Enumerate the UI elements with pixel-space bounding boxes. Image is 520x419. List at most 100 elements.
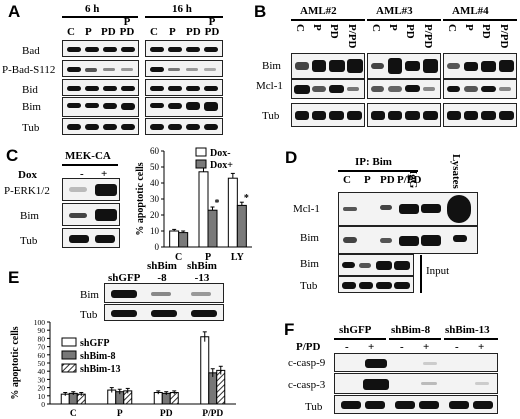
lane-label-a-ppd2: P PD <box>204 16 220 38</box>
c-bar <box>236 204 247 248</box>
blot-a-pbad-16h <box>145 60 223 77</box>
lane-label-b-2-0: C <box>446 24 458 32</box>
lane-label-e-shgfp: shGFP <box>108 272 141 284</box>
e-legend-swatch <box>61 350 77 360</box>
lane-label-a-c2: C <box>150 26 158 38</box>
lane-label-d-c: C <box>343 174 351 186</box>
panel-label-b: B <box>254 2 267 21</box>
state-f-2: + <box>368 341 375 353</box>
lane-label-d-pd: PD <box>380 174 395 186</box>
time-label-6h: 6 h <box>85 3 100 15</box>
e-ytick-label: 60 <box>38 351 46 360</box>
row-label-bim-d: Bim <box>300 232 319 244</box>
e-xtick-label: PD <box>160 409 173 418</box>
blot-b-bim-aml2 <box>291 53 365 79</box>
c-bar <box>178 232 189 248</box>
row-label-perk: P-ERK1/2 <box>4 185 50 197</box>
blot-b-mcl1-aml3 <box>367 79 441 99</box>
blot-d-bim-input <box>338 254 414 276</box>
lane-label-b-0-1: P <box>311 24 323 31</box>
c-xtick-label: P <box>205 252 211 263</box>
panel-label-f: F <box>284 320 295 339</box>
e-legend-swatch <box>61 363 77 373</box>
e-xtick-label: C <box>70 409 77 418</box>
c-legend-swatch <box>195 159 207 169</box>
lane-label-a-ppd1: P PD <box>119 16 135 38</box>
e-legend-swatch <box>61 337 77 347</box>
row-label-bim-a: Bim <box>22 101 41 113</box>
input-label: Input <box>426 265 450 277</box>
e-ytick-label: 80 <box>38 334 46 343</box>
lane-label-d-igg: IgG <box>407 170 419 189</box>
e-ytick-label: 30 <box>38 375 46 384</box>
c-bar <box>227 177 238 248</box>
lane-label-d-ppd: P/PD <box>397 174 422 186</box>
lane-label-d-lysates: Lysates <box>450 154 462 189</box>
group-divider-aml4 <box>443 19 517 21</box>
lane-label-a-p1: P <box>85 26 92 38</box>
mek-ca-divider <box>62 164 118 166</box>
chart-c: 0 10 20 30 40 50 60 % apoptotic cells C * P * LY Dox-… <box>135 146 252 263</box>
row-label-bim-c: Bim <box>20 210 39 222</box>
state-f-6: + <box>478 341 485 353</box>
c-ylabel: % apoptotic cells <box>135 162 146 235</box>
lane-label-b-2-2: PD <box>480 24 492 39</box>
group-label-f-shbim8: shBim-8 <box>391 324 431 336</box>
c-xtick-label: C <box>175 252 182 263</box>
lane-label-b-2-3: P/PD <box>498 24 510 49</box>
row-label-bim-e: Bim <box>80 289 99 301</box>
c-significance: * <box>215 198 220 209</box>
lane-label-a-c1: C <box>67 26 75 38</box>
lane-label-e-shbim13: shBim -13 <box>187 260 217 284</box>
e-legend-label: shGFP <box>80 338 109 349</box>
c-bar <box>198 171 209 248</box>
blot-f-ccasp3 <box>334 373 498 394</box>
group-label-f-shgfp: shGFP <box>339 324 372 336</box>
blot-b-tub-aml4 <box>443 103 517 127</box>
row-label-tub-d: Tub <box>300 280 318 292</box>
blot-a-bim-16h <box>145 97 223 117</box>
blot-a-bid-16h <box>145 79 223 96</box>
e-ytick-label: 100 <box>34 318 46 327</box>
group-divider-aml2 <box>291 19 365 21</box>
state-f-5: - <box>455 341 459 353</box>
lane-label-d-p: P <box>364 174 371 186</box>
treatment-label-ppd: P/PD <box>296 341 321 353</box>
mek-ca-title: MEK-CA <box>65 150 111 162</box>
lane-label-b-0-0: C <box>294 24 306 32</box>
f-divider-3 <box>444 338 498 340</box>
e-ytick-label: 0 <box>41 400 45 409</box>
blot-b-tub-aml2 <box>291 103 365 127</box>
state-f-3: - <box>400 341 404 353</box>
lane-label-b-2-1: P <box>463 24 475 31</box>
row-label-tub-a: Tub <box>22 122 40 134</box>
c-legend-label: Dox+ <box>210 160 233 171</box>
blot-d-tub-input <box>338 276 414 293</box>
time-label-16h: 16 h <box>172 3 192 15</box>
e-bar <box>216 369 226 405</box>
blot-b-mcl1-aml4 <box>443 79 517 99</box>
row-label-bid: Bid <box>22 84 38 96</box>
lane-label-b-1-2: PD <box>404 24 416 39</box>
ip-bim-label: IP: Bim <box>355 156 392 168</box>
e-bar <box>169 392 179 405</box>
e-legend-label: shBim-8 <box>80 351 116 362</box>
e-ytick-label: 90 <box>38 326 46 335</box>
row-label-tub-b: Tub <box>262 110 280 122</box>
c-ytick-label: 0 <box>155 242 160 252</box>
group-label-aml2: AML#2 <box>300 5 337 17</box>
blot-a-bid-6h <box>62 79 139 96</box>
row-label-bim-b: Bim <box>262 60 281 72</box>
c-ytick-label: 50 <box>150 162 160 172</box>
panel-label-d: D <box>285 148 298 167</box>
time-divider-16h <box>145 16 223 18</box>
c-bar <box>207 209 218 248</box>
e-bar <box>208 372 218 405</box>
lane-label-e-shbim8: shBim -8 <box>147 260 177 284</box>
group-divider-aml3 <box>367 19 441 21</box>
blot-b-bim-aml4 <box>443 53 517 79</box>
row-label-ccasp9: c-casp-9 <box>288 357 326 369</box>
row-label-bad: Bad <box>22 45 40 57</box>
row-label-tub-c: Tub <box>20 235 38 247</box>
e-ytick-label: 70 <box>38 343 46 352</box>
